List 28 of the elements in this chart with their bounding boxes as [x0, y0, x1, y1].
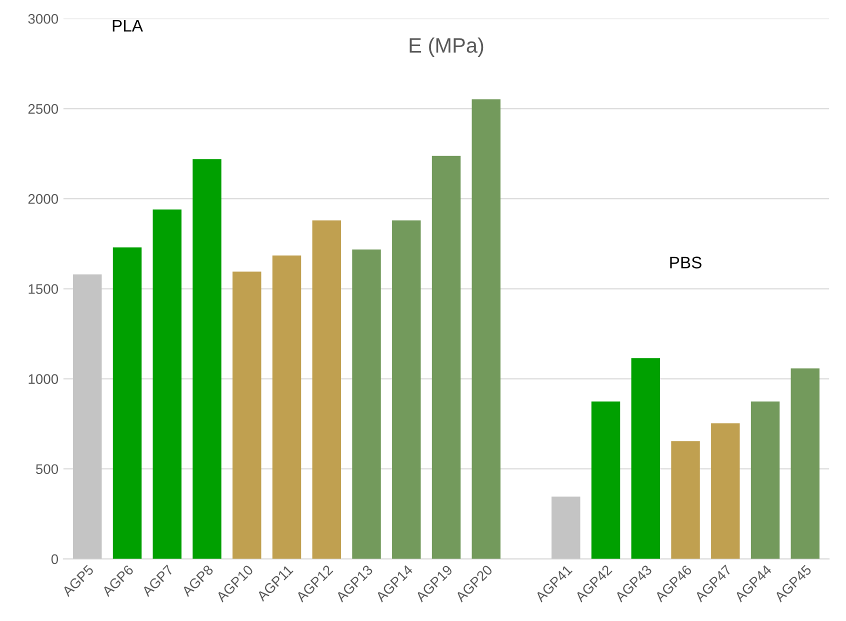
y-tick-label: 1500	[28, 284, 58, 294]
bar	[432, 156, 461, 559]
bar	[272, 255, 302, 559]
bar	[790, 368, 820, 559]
y-tick-label: 2500	[28, 104, 58, 114]
y-tick-label: 1000	[28, 374, 58, 384]
y-tick-label: 2000	[28, 194, 58, 204]
bar	[750, 402, 780, 559]
bar	[392, 220, 421, 559]
bar	[73, 274, 102, 559]
bar	[472, 99, 500, 559]
bar	[352, 250, 381, 559]
bar	[711, 423, 740, 559]
bar	[312, 220, 341, 559]
y-tick-label: 0	[51, 554, 58, 564]
bar	[671, 441, 700, 559]
annotation: PBS	[670, 256, 702, 268]
annotation: PLA	[112, 20, 143, 32]
y-tick-label: 500	[36, 464, 58, 474]
bar	[152, 210, 182, 559]
bar	[192, 159, 222, 559]
bar	[591, 402, 620, 559]
bar	[112, 247, 142, 559]
bar	[232, 272, 262, 559]
bar	[552, 496, 580, 559]
text: E (MPa)	[410, 38, 484, 57]
y-tick-label: 3000	[28, 14, 58, 24]
bar	[631, 358, 660, 559]
